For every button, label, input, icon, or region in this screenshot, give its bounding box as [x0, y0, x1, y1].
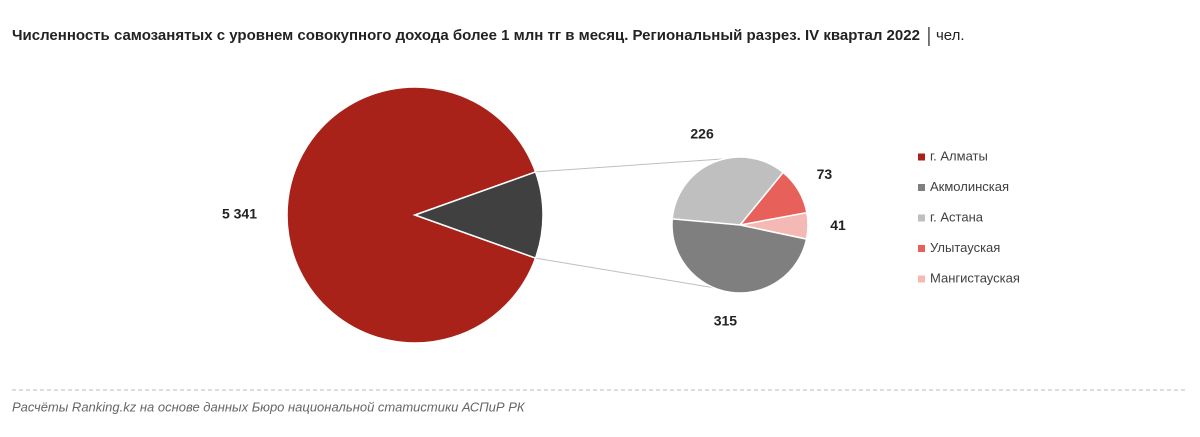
data-label: 73 — [817, 166, 833, 182]
legend-marker — [918, 184, 925, 191]
pie-slice — [671, 156, 785, 226]
legend-label: г. Астана — [930, 209, 984, 224]
legend-marker — [918, 153, 925, 161]
unit-label: чел. — [936, 27, 965, 44]
pie-slice — [671, 218, 808, 294]
source: Расчёты Ranking.kz на основе данных Бюро… — [12, 399, 526, 414]
connector — [535, 158, 723, 173]
data-label: 5 341 — [222, 206, 257, 222]
legend-label: Акмолинская — [930, 179, 1009, 194]
data-label: 315 — [714, 313, 738, 329]
legend-marker — [918, 214, 925, 222]
legend-label: г. Алматы — [930, 148, 988, 163]
chart-title: Численность самозанятых с уровнем совоку… — [12, 27, 920, 44]
legend-marker — [918, 245, 925, 252]
data-label: 226 — [690, 125, 714, 141]
connector — [535, 257, 746, 294]
legend-label: Улытауская — [930, 240, 1000, 255]
data-label: 41 — [830, 217, 846, 233]
legend-label: Мангистауская — [930, 270, 1020, 285]
pie-slice — [286, 86, 537, 344]
legend-marker — [918, 275, 925, 283]
pie-slice-other — [412, 170, 544, 260]
